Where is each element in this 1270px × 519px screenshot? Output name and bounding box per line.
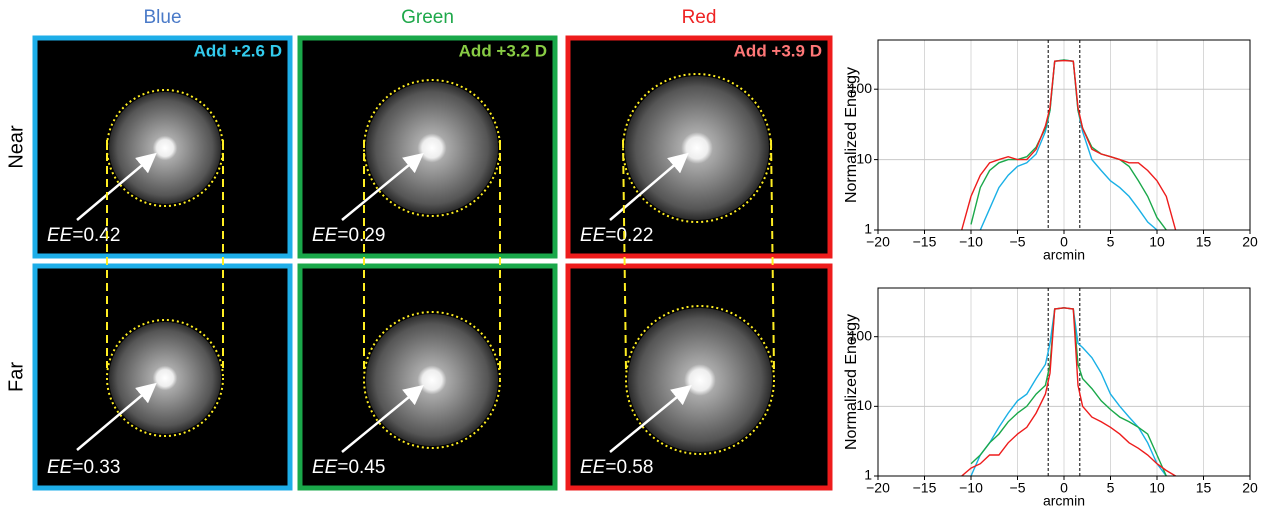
psf-halo	[628, 308, 772, 452]
column-title: Green	[401, 7, 454, 28]
x-tick-label: −10	[959, 480, 983, 496]
ee-symbol: EE	[47, 457, 73, 478]
psf-halo	[366, 82, 498, 214]
add-power: Add +3.2 D	[459, 41, 547, 60]
ee-label: EE=0.29	[312, 225, 385, 246]
x-tick-label: −15	[913, 480, 937, 496]
x-tick-label: 5	[1107, 480, 1115, 496]
x-tick-label: 10	[1149, 480, 1165, 496]
ee-symbol: EE	[580, 457, 606, 478]
psf-halo	[109, 322, 221, 434]
ee-symbol: EE	[312, 225, 338, 246]
x-tick-label: −10	[959, 234, 983, 250]
add-power: Add +2.6 D	[194, 41, 282, 60]
ee-label: EE=0.42	[47, 225, 120, 246]
psf-halo	[109, 92, 221, 204]
column-title: Blue	[143, 7, 181, 28]
page: BlueGreenRedNearEE=0.42Add +2.6 DEE=0.29…	[0, 0, 1270, 519]
x-axis-label: arcmin	[1043, 493, 1085, 509]
psf-halo	[366, 314, 498, 446]
x-tick-label: −5	[1010, 234, 1026, 250]
ee-symbol: EE	[47, 225, 73, 246]
figure: BlueGreenRedNearEE=0.42Add +2.6 DEE=0.29…	[0, 0, 1270, 519]
add-power: Add +3.9 D	[734, 41, 822, 60]
ee-symbol: EE	[312, 457, 338, 478]
x-tick-label: 10	[1149, 234, 1165, 250]
x-tick-label: −5	[1010, 480, 1026, 496]
ee-label: EE=0.45	[312, 457, 385, 478]
column-title: Red	[682, 7, 717, 28]
row-label: Near	[5, 125, 27, 169]
row-label: Far	[5, 362, 27, 392]
x-tick-label: 5	[1107, 234, 1115, 250]
y-axis-label: Normalized Energy	[843, 314, 860, 450]
ee-value: =0.33	[72, 457, 120, 478]
ee-value: =0.45	[337, 457, 385, 478]
y-tick-label: 1	[864, 221, 872, 237]
ee-value: =0.42	[72, 225, 120, 246]
psf-halo	[625, 76, 769, 220]
ee-symbol: EE	[580, 225, 606, 246]
y-axis-label: Normalized Energy	[843, 67, 860, 203]
ee-value: =0.29	[337, 225, 385, 246]
x-tick-label: 20	[1242, 480, 1258, 496]
ee-value: =0.58	[605, 457, 653, 478]
x-axis-label: arcmin	[1043, 247, 1085, 263]
x-tick-label: 20	[1242, 234, 1258, 250]
ee-label: EE=0.33	[47, 457, 120, 478]
x-tick-label: 15	[1196, 234, 1212, 250]
x-tick-label: −15	[913, 234, 937, 250]
ee-label: EE=0.58	[580, 457, 653, 478]
ee-value: =0.22	[605, 225, 653, 246]
x-tick-label: 15	[1196, 480, 1212, 496]
y-tick-label: 1	[864, 467, 872, 483]
ee-label: EE=0.22	[580, 225, 653, 246]
